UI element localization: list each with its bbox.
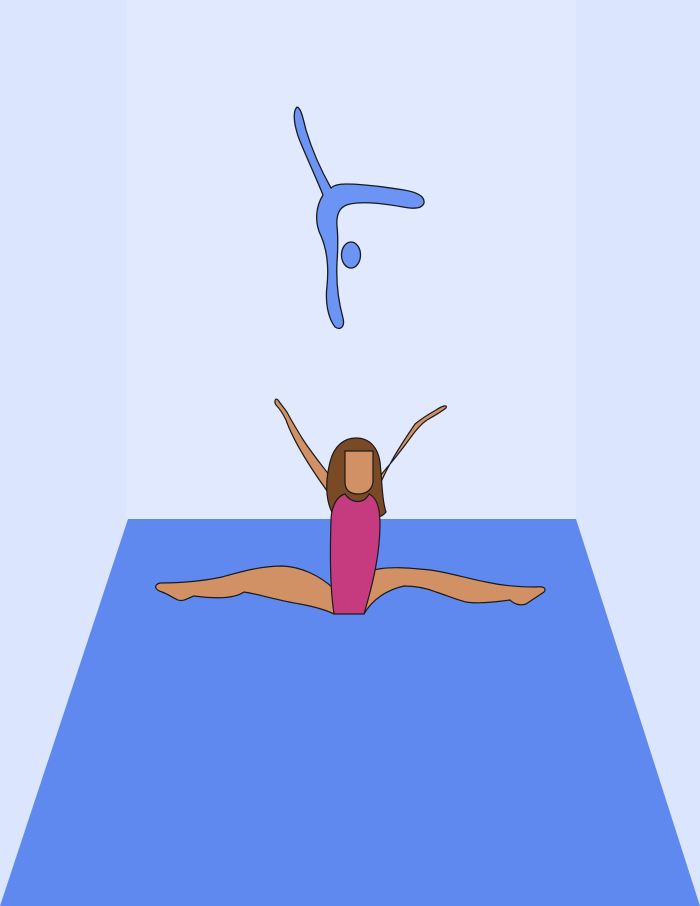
leotard <box>329 493 381 615</box>
right-leg <box>361 567 546 615</box>
gymnast-logo-icon <box>293 106 425 330</box>
logo-body <box>293 106 425 330</box>
left-arm <box>274 398 339 496</box>
logo-head <box>340 241 362 269</box>
left-leg <box>155 565 335 615</box>
face <box>344 450 374 495</box>
gymnast-figure <box>155 398 546 615</box>
floor-mat <box>0 519 700 906</box>
